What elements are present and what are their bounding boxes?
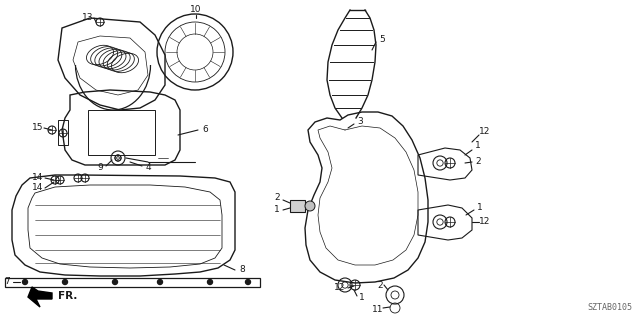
Text: 8: 8 (239, 266, 245, 275)
Text: 12: 12 (479, 218, 491, 227)
Text: 11: 11 (372, 306, 384, 315)
Circle shape (22, 279, 28, 284)
Text: 14: 14 (32, 183, 44, 193)
Text: 13: 13 (83, 13, 93, 22)
Polygon shape (28, 287, 52, 307)
Text: 12: 12 (334, 284, 346, 292)
Text: 7: 7 (4, 277, 10, 286)
Text: SZTAB0105: SZTAB0105 (587, 303, 632, 312)
Text: 14: 14 (32, 173, 44, 182)
Text: 4: 4 (145, 164, 151, 172)
Circle shape (305, 201, 315, 211)
Text: 15: 15 (32, 124, 44, 132)
Text: 1: 1 (477, 204, 483, 212)
Text: 2: 2 (274, 193, 280, 202)
Text: 12: 12 (479, 127, 491, 137)
Polygon shape (290, 200, 305, 212)
Circle shape (207, 279, 212, 284)
Text: 2: 2 (475, 157, 481, 166)
Text: 2: 2 (377, 281, 383, 290)
Text: 6: 6 (202, 125, 208, 134)
Text: 1: 1 (475, 140, 481, 149)
Circle shape (157, 279, 163, 284)
Circle shape (113, 279, 118, 284)
Text: FR.: FR. (58, 291, 77, 301)
Text: 1: 1 (274, 205, 280, 214)
Circle shape (246, 279, 250, 284)
Text: 3: 3 (357, 117, 363, 126)
Text: 9: 9 (97, 164, 103, 172)
Text: 5: 5 (379, 36, 385, 44)
Text: 1: 1 (359, 293, 365, 302)
Circle shape (63, 279, 67, 284)
Text: 10: 10 (190, 5, 202, 14)
